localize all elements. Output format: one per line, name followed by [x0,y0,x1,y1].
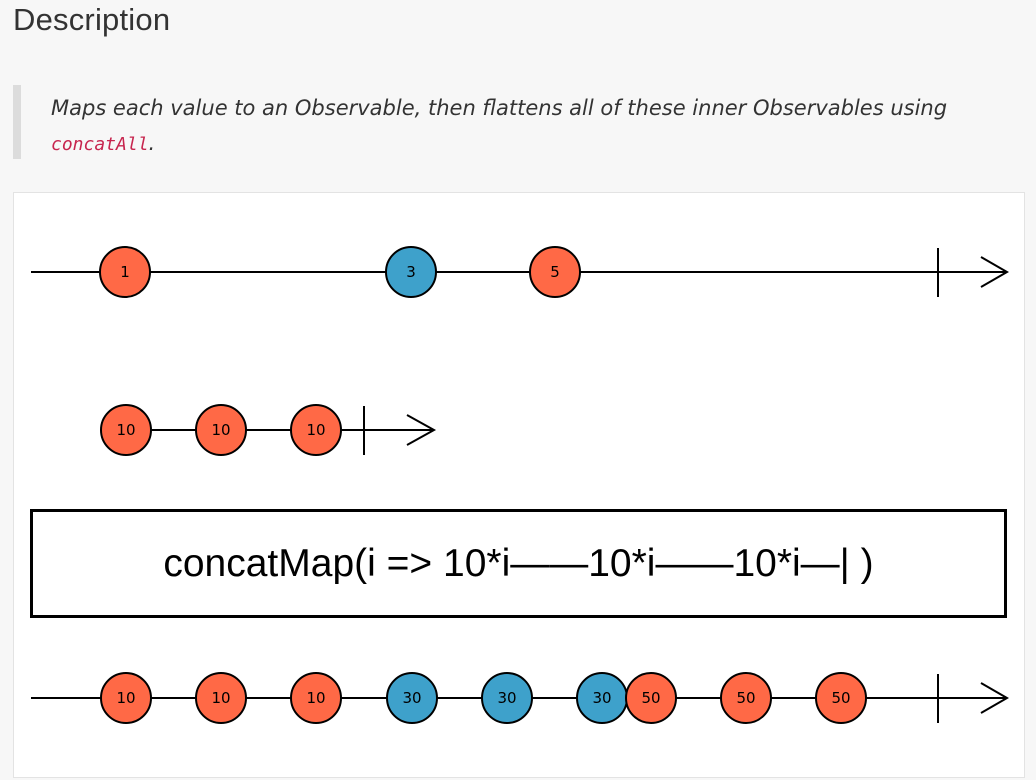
source-marble-label: 1 [120,263,130,281]
inner-marble-circle [290,404,342,456]
output-marble-circle [625,672,677,724]
source-marble: 3 [385,246,437,298]
output-marble: 50 [720,672,772,724]
inner-marble: 10 [100,404,152,456]
output-marble: 30 [481,672,533,724]
output-marbles: 10 10 10 30 30 30 50 50 50 [100,672,867,724]
description-end: . [148,131,156,155]
output-marble: 30 [386,672,438,724]
source-marble-circle [529,246,581,298]
output-marble-circle [195,672,247,724]
output-marble-circle [481,672,533,724]
output-marble-label: 50 [736,689,755,707]
output-marble: 50 [625,672,677,724]
inner-marble-circle [100,404,152,456]
inner-marbles: 10 10 10 [100,404,342,456]
output-marble: 30 [576,672,628,724]
output-marble-label: 10 [306,689,325,707]
inner-marble: 10 [195,404,247,456]
marble-diagram: 1 3 5 10 10 10 10 10 10 30 30 30 50 50 50 concatMap(… [13,192,1025,778]
output-marble-label: 10 [116,689,135,707]
source-marble-label: 5 [550,263,560,281]
inner-marble-label: 10 [116,421,135,439]
source-arrow-head [980,256,1010,288]
output-marble-circle [386,672,438,724]
operator-box: concatMap(i => 10*i——10*i——10*i—| ) [30,509,1007,618]
output-marble: 10 [195,672,247,724]
output-marble-circle [815,672,867,724]
inner-marble: 10 [290,404,342,456]
section-title: Description [13,2,171,37]
output-marble: 10 [100,672,152,724]
output-marble: 10 [290,672,342,724]
inner-arrow-head [406,414,437,446]
source-marble-circle [385,246,437,298]
source-marbles: 1 3 5 [99,246,581,298]
output-marble-label: 30 [497,689,516,707]
source-marble-label: 3 [406,263,416,281]
source-marble: 5 [529,246,581,298]
output-marble-label: 30 [402,689,421,707]
inner-marble-circle [195,404,247,456]
output-marble: 50 [815,672,867,724]
description-text: Maps each value to an Observable, then f… [51,96,948,120]
output-marble-label: 50 [831,689,850,707]
output-marble-label: 50 [641,689,660,707]
output-marble-circle [290,672,342,724]
output-arrow-head [980,682,1010,714]
inner-marble-label: 10 [306,421,325,439]
output-marble-label: 10 [211,689,230,707]
output-marble-circle [720,672,772,724]
operator-label: concatMap(i => 10*i——10*i——10*i—| ) [163,541,874,585]
source-marble: 1 [99,246,151,298]
description-quote: Maps each value to an Observable, then f… [13,85,1013,159]
source-marble-circle [99,246,151,298]
inner-marble-label: 10 [211,421,230,439]
marble-diagram-svg: 1 3 5 10 10 10 10 10 10 30 30 30 50 50 50 [31,246,1010,724]
output-marble-label: 30 [592,689,611,707]
concatall-code: concatAll [51,134,149,155]
output-marble-circle [100,672,152,724]
